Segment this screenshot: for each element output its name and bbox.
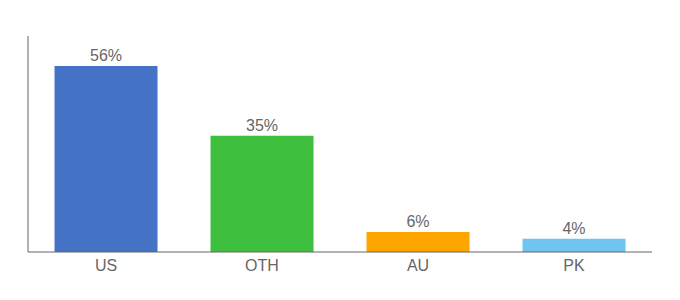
svg-text:35%: 35% (246, 117, 278, 134)
svg-text:US: US (95, 257, 117, 274)
svg-text:56%: 56% (90, 47, 122, 64)
svg-text:OTH: OTH (245, 257, 279, 274)
svg-text:AU: AU (407, 257, 429, 274)
svg-text:4%: 4% (562, 220, 585, 237)
svg-text:PK: PK (563, 257, 585, 274)
svg-text:6%: 6% (406, 213, 429, 230)
